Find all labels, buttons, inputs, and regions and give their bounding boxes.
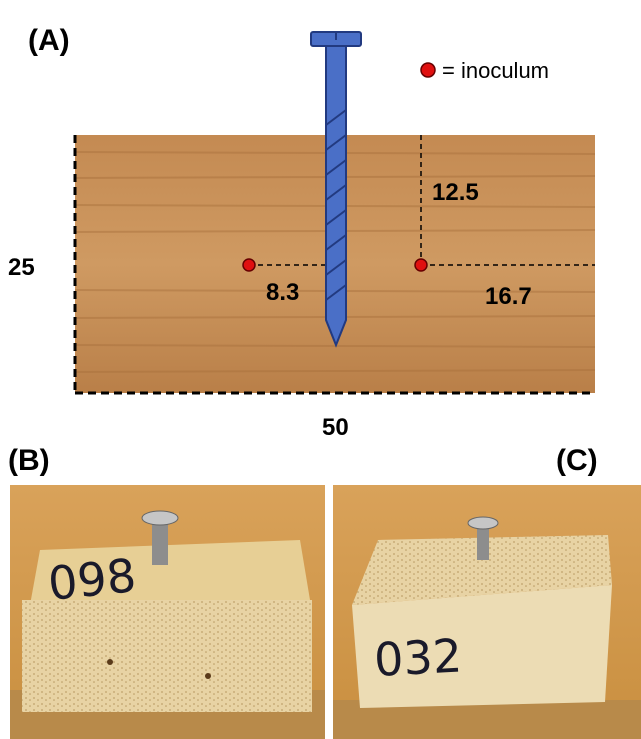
inoculum-point (243, 259, 255, 271)
legend-marker (421, 63, 435, 77)
photo: 032 (333, 485, 641, 739)
photo: 098 (10, 485, 325, 739)
dimension-label: 8.3 (266, 279, 299, 306)
dimension-label: 50 (322, 414, 349, 441)
sample-id: 032 (373, 628, 464, 687)
panel-label: (A) (28, 24, 70, 57)
panel-label: (C) (556, 444, 598, 477)
panel-label: (B) (8, 444, 50, 477)
dimension-label: 12.5 (432, 179, 479, 206)
sample-id: 098 (46, 548, 139, 611)
inoculum-point (415, 259, 427, 271)
figure: (A) = inoculum 12.5 8.3 16.7 25 50 (0, 0, 641, 739)
dimension-label: 25 (8, 254, 35, 281)
dimension-label: 16.7 (485, 283, 532, 310)
legend-text: = inoculum (442, 58, 549, 83)
